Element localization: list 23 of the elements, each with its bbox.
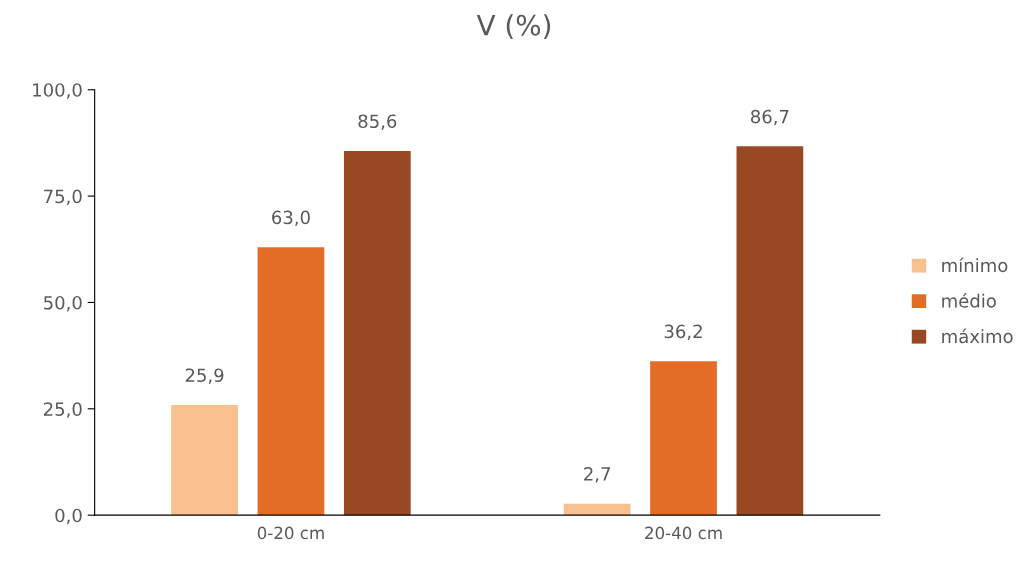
bar <box>563 503 631 516</box>
y-tick-label: 100,0 <box>33 83 82 99</box>
legend-label: máximo <box>942 328 1013 344</box>
y-tick-label: 50,0 <box>44 295 82 312</box>
data-label: 2,7 <box>584 467 610 483</box>
data-label: 85,6 <box>358 114 397 130</box>
chart-title: V (%) <box>476 14 551 39</box>
legend-label: médio <box>942 293 996 308</box>
data-label: 86,7 <box>751 109 789 126</box>
x-tick-label: 0-20 cm <box>257 526 324 540</box>
y-tick-label: 75,0 <box>44 189 82 206</box>
data-label: 36,2 <box>664 324 702 341</box>
bar <box>257 247 325 516</box>
bar <box>343 151 411 516</box>
y-tick-label: 25,0 <box>43 402 82 418</box>
bar <box>736 146 804 516</box>
x-tick-label: 20-40 cm <box>645 526 722 540</box>
bar <box>171 404 238 516</box>
data-label: 25,9 <box>185 368 224 384</box>
legend-label: mínimo <box>942 257 1008 273</box>
data-label: 63,0 <box>272 210 310 227</box>
bar <box>650 361 717 516</box>
y-tick-label: 0,0 <box>55 508 82 525</box>
